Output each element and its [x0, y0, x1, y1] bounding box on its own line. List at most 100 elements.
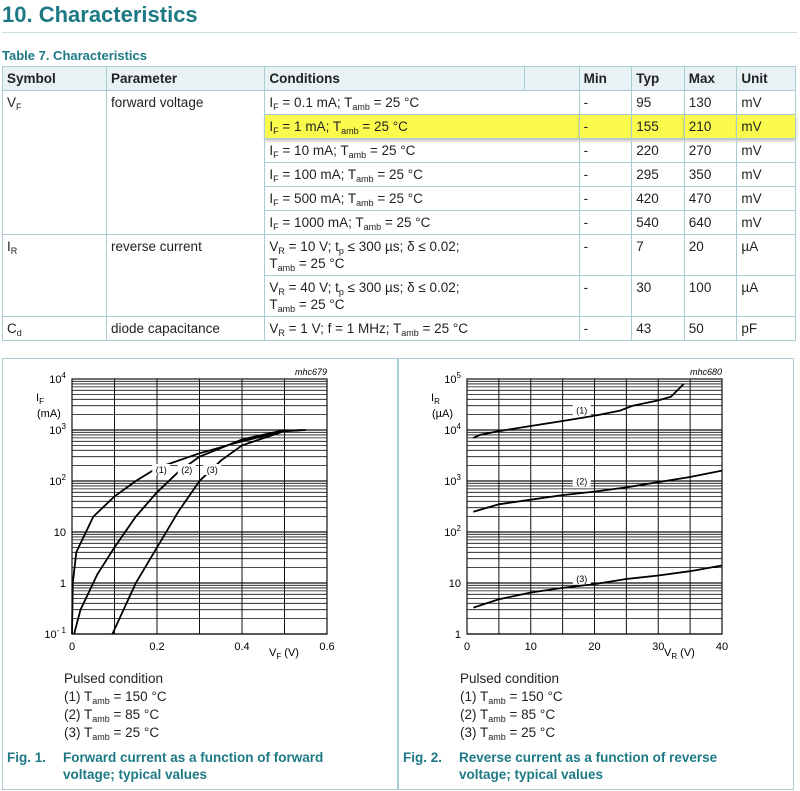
table-row: VF forward voltage IF = 0.1 mA; Tamb = 25 …	[1, 90, 796, 235]
text-segment: I	[269, 191, 274, 206]
max-cell: 640	[683, 210, 738, 235]
y-axis-label: IR	[431, 392, 440, 406]
series-line-3	[473, 564, 723, 609]
xlabel-sub: R	[671, 652, 677, 659]
tick-base: 10	[444, 374, 456, 386]
figure-2: (1) (2) (3) 0 10 20 30 40 1 10 102 103 104 105 IR (µA) V…	[398, 358, 794, 790]
tick-base: 1	[455, 629, 461, 641]
subscript: amb	[92, 732, 110, 742]
tick-base: 10	[444, 527, 456, 539]
symbol-cell: VF	[1, 90, 108, 235]
legend-item: (3) Tamb = 25 °C	[460, 724, 563, 742]
symbol-cell: IR	[1, 234, 108, 317]
y-tick-label: 1	[455, 629, 461, 641]
text-segment: (2) T	[64, 707, 93, 722]
chart-legend: Pulsed condition (1) Tamb = 150 °C (2) Tam…	[64, 670, 167, 742]
legend-item: (1) Tamb = 150 °C	[460, 688, 563, 706]
series-label: (1)	[576, 406, 587, 416]
subscript: R	[278, 328, 285, 338]
subscript: amb	[277, 263, 296, 273]
subscript: R	[278, 246, 285, 256]
series-label: (2)	[181, 465, 192, 475]
plot-frame	[466, 378, 723, 635]
series-line-1	[473, 383, 685, 439]
xlabel-base: V	[664, 647, 672, 659]
legend-title: Pulsed condition	[64, 671, 164, 686]
x-tick-label: 30	[652, 641, 664, 653]
x-tick-label: 0	[69, 641, 75, 653]
x-axis-label: VR (V)	[664, 647, 695, 659]
max-cell: 210	[683, 114, 738, 139]
divider	[2, 32, 797, 33]
text-segment: I	[269, 167, 274, 182]
conditions-cell: IF = 100 mA; Tamb = 25 °C	[264, 162, 580, 187]
conditions-cell: VR = 40 V; tp ≤ 300 µs; δ ≤ 0.02; Tamb =…	[264, 275, 580, 317]
text-segment: = 25 °C	[358, 119, 408, 134]
series-line-2	[473, 469, 723, 513]
series-label: (3)	[207, 465, 218, 475]
text-segment: = 150 °C	[109, 689, 167, 704]
x-tick-label: 20	[588, 641, 600, 653]
label-bg	[572, 475, 591, 487]
y-axis-label: IF	[36, 392, 44, 406]
conditions-cell: IF = 500 mA; Tamb = 25 °C	[264, 186, 580, 211]
y-tick-label: 105	[444, 371, 461, 386]
parameter-cell: diode capacitance	[106, 316, 266, 341]
max-cell: 20	[683, 234, 738, 276]
label-bg	[572, 572, 591, 584]
subscript: F	[273, 150, 279, 160]
y-axis-unit: (mA)	[37, 408, 61, 420]
tick-base: 10	[49, 476, 61, 488]
chart-legend: Pulsed condition (1) Tamb = 150 °C (2) Tam…	[460, 670, 563, 742]
text-segment: = 10 mA; T	[278, 143, 349, 158]
subscript: p	[338, 287, 344, 297]
tick-base: 10	[49, 374, 61, 386]
max-cell: 470	[683, 186, 738, 211]
subscript: F	[273, 198, 279, 208]
text-segment: = 85 °C	[109, 707, 160, 722]
table-caption: Table 7. Characteristics	[2, 48, 147, 63]
subscript: p	[338, 246, 344, 256]
tick-base: 10	[49, 425, 61, 437]
subscript: F	[273, 174, 279, 184]
x-tick-label: 0	[464, 641, 470, 653]
conditions-cell: IF = 1 mA; Tamb = 25 °C	[264, 114, 580, 139]
y-axis-unit: (µA)	[432, 408, 453, 420]
symbol-cell: Cd	[1, 316, 108, 341]
text-segment: = 100 mA; T	[278, 167, 357, 182]
table-header-row: Symbol Parameter Conditions Min Typ Max Unit	[1, 66, 796, 91]
subscript: amb	[401, 328, 419, 338]
text-segment: = 25 °C	[505, 725, 556, 740]
table-row: IR reverse current VR = 10 V; tp ≤ 300 µs;…	[1, 234, 796, 317]
min-cell: -	[578, 138, 633, 163]
subscript: F	[273, 126, 279, 136]
text-segment: = 10 V; t	[284, 239, 339, 254]
y-tick-label: 102	[49, 473, 66, 488]
series-line-1	[71, 429, 306, 635]
max-cell: 130	[683, 90, 738, 115]
text-segment: = 0.1 mA; T	[278, 95, 353, 110]
column-header: Min	[578, 66, 633, 91]
column-header: Conditions	[264, 66, 525, 91]
unit-cell: mV	[736, 162, 796, 187]
text-segment: V	[269, 280, 279, 295]
label-bg	[177, 464, 196, 476]
subscript: amb	[277, 304, 296, 314]
unit-cell: µA	[736, 234, 796, 276]
text-segment: V	[269, 239, 279, 254]
column-header: Max	[683, 66, 738, 91]
column-header: Symbol	[1, 66, 108, 91]
tick-base: 10	[444, 425, 456, 437]
subscript: R	[278, 287, 285, 297]
figure-caption: Fig. 2. Reverse current as a function of …	[403, 749, 783, 785]
text-segment: (1) T	[64, 689, 93, 704]
subscript: amb	[363, 222, 382, 232]
subscript: R	[10, 246, 18, 256]
y-tick-label: 104	[49, 371, 66, 386]
text-segment: = 25 °C	[381, 215, 431, 230]
subscript: amb	[348, 150, 367, 160]
min-cell: -	[578, 210, 633, 235]
text-segment: = 25 °C	[295, 297, 345, 312]
legend-title: Pulsed condition	[460, 671, 560, 686]
text-segment: I	[269, 143, 274, 158]
